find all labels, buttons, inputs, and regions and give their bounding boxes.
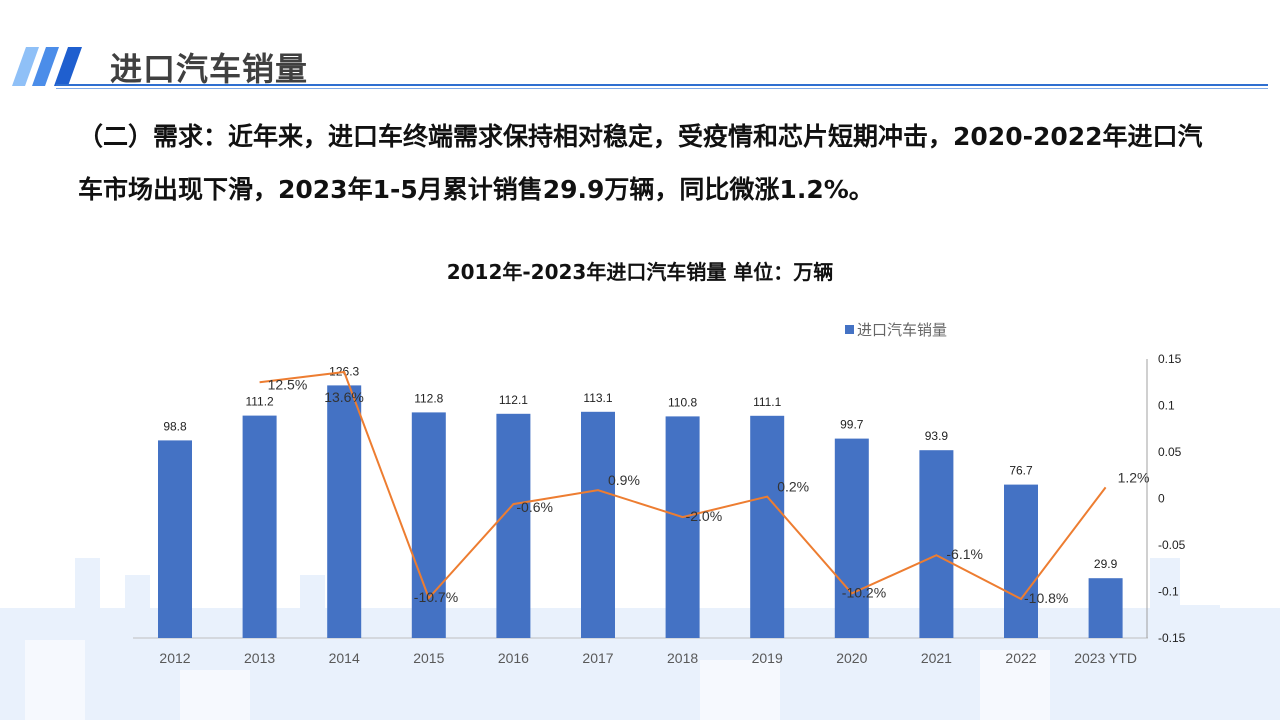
growth-data-label: -10.7% [414, 589, 458, 605]
growth-data-label: 0.9% [608, 472, 640, 488]
bar-data-label: 29.9 [1094, 557, 1118, 571]
growth-data-label: -0.6% [516, 499, 553, 515]
bar [834, 438, 869, 638]
x-axis-tick-label: 2022 [1005, 650, 1036, 666]
legend-swatch [845, 325, 854, 334]
logo-stripes-icon [12, 47, 82, 86]
bar [496, 413, 531, 638]
x-axis-tick-label: 2021 [921, 650, 952, 666]
bar-data-label: 76.7 [1009, 464, 1033, 478]
bar [327, 385, 362, 638]
growth-data-label: 12.5% [268, 376, 308, 392]
bar-data-label: 112.8 [414, 391, 443, 405]
growth-data-label: 1.2% [1118, 469, 1150, 485]
right-axis-tick-label: -0.15 [1158, 631, 1186, 645]
bar-data-label: 111.1 [753, 395, 782, 409]
right-axis-tick-label: -0.1 [1158, 585, 1179, 599]
x-axis-tick-label: 2015 [413, 650, 444, 666]
bar-data-label: 112.1 [499, 393, 528, 407]
growth-data-label: 0.2% [777, 479, 809, 495]
bar-data-label: 110.8 [668, 395, 697, 409]
x-axis-tick-label: 2018 [667, 650, 698, 666]
bar-data-label: 93.9 [925, 429, 949, 443]
bar-data-label: 99.7 [840, 418, 864, 432]
bar [1004, 484, 1038, 638]
legend-label: 进口汽车销量 [857, 321, 948, 339]
chart-legend: 进口汽车销量 [845, 319, 947, 340]
bar [665, 416, 700, 638]
bar [242, 415, 277, 638]
chart-title: 2012年-2023年进口汽车销量 单位：万辆 [446, 260, 834, 284]
x-axis-tick-label: 2014 [329, 650, 360, 666]
intro-paragraph: （二）需求：近年来，进口车终端需求保持相对稳定，受疫情和芯片短期冲击，2020-… [78, 122, 1203, 204]
bar [158, 440, 192, 638]
x-axis-tick-label: 2020 [836, 650, 867, 666]
bar-data-label: 111.2 [245, 395, 274, 409]
bar [1088, 578, 1123, 638]
bar [750, 415, 785, 638]
growth-data-label: -10.2% [842, 584, 886, 600]
growth-data-label: -6.1% [946, 546, 983, 562]
right-axis-tick-label: 0.1 [1158, 399, 1175, 413]
right-axis-tick-label: 0.15 [1158, 352, 1182, 366]
bar [411, 412, 446, 638]
bar [919, 450, 954, 638]
bar [581, 411, 615, 638]
growth-data-label: -2.0% [686, 508, 723, 524]
x-axis-tick-label: 2017 [582, 650, 613, 666]
growth-data-label: -10.8% [1024, 590, 1068, 606]
bar-data-label: 113.1 [583, 391, 612, 405]
x-axis-tick-label: 2023 YTD [1074, 650, 1137, 666]
x-axis-tick-label: 2013 [244, 650, 275, 666]
right-axis-tick-label: 0 [1158, 492, 1165, 506]
bar-data-label: 98.8 [163, 419, 187, 433]
right-axis-tick-label: -0.05 [1158, 538, 1186, 552]
title-divider-thin [56, 88, 1268, 89]
title-divider [56, 84, 1268, 86]
x-axis-tick-label: 2016 [498, 650, 529, 666]
page-title: 进口汽车销量 [110, 50, 309, 88]
right-axis-tick-label: 0.05 [1158, 445, 1182, 459]
x-axis-tick-label: 2012 [159, 650, 190, 666]
x-axis-tick-label: 2019 [752, 650, 783, 666]
growth-data-label: 13.6% [324, 389, 364, 405]
